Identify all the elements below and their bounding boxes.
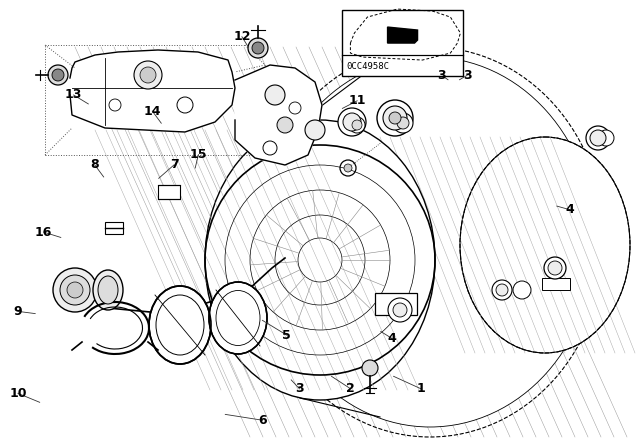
Circle shape [590, 130, 606, 146]
Ellipse shape [209, 282, 267, 354]
Text: 9: 9 [13, 305, 22, 318]
Circle shape [53, 268, 97, 312]
Circle shape [343, 113, 361, 131]
Text: 2: 2 [346, 382, 355, 396]
Bar [542, 278, 570, 290]
Circle shape [383, 106, 407, 130]
Circle shape [598, 130, 614, 146]
Text: 11: 11 [348, 94, 366, 108]
Text: 7: 7 [170, 158, 179, 172]
Circle shape [67, 282, 83, 298]
Circle shape [60, 275, 90, 305]
Text: 0CC4958C: 0CC4958C [346, 62, 389, 71]
Circle shape [389, 112, 401, 124]
Circle shape [140, 67, 156, 83]
Text: 15: 15 [189, 148, 207, 161]
Text: 10: 10 [9, 387, 27, 400]
Bar [375, 293, 417, 315]
Circle shape [492, 280, 512, 300]
Text: 3: 3 [437, 69, 446, 82]
Text: 8: 8 [90, 158, 99, 172]
Circle shape [393, 113, 413, 133]
Ellipse shape [98, 276, 118, 304]
Text: 4: 4 [387, 332, 396, 345]
Circle shape [248, 38, 268, 58]
Bar [105, 222, 123, 234]
Ellipse shape [460, 137, 630, 353]
Circle shape [349, 117, 365, 133]
Circle shape [265, 85, 285, 105]
Circle shape [48, 65, 68, 85]
Circle shape [393, 303, 407, 317]
Circle shape [134, 61, 162, 89]
Circle shape [338, 108, 366, 136]
Text: 1: 1 [417, 382, 426, 396]
Polygon shape [70, 50, 235, 132]
Circle shape [586, 126, 610, 150]
Circle shape [496, 284, 508, 296]
Text: 5: 5 [282, 328, 291, 342]
Circle shape [344, 164, 352, 172]
Ellipse shape [93, 270, 123, 310]
Text: 4: 4 [565, 203, 574, 216]
Polygon shape [235, 65, 322, 165]
Circle shape [388, 298, 412, 322]
Text: 12: 12 [233, 30, 251, 43]
Polygon shape [388, 27, 417, 43]
Circle shape [362, 360, 378, 376]
Circle shape [277, 117, 293, 133]
Circle shape [377, 100, 413, 136]
Text: 16: 16 [35, 225, 52, 239]
Bar [342, 10, 463, 76]
Ellipse shape [265, 57, 595, 427]
Circle shape [397, 117, 409, 129]
Text: 13: 13 [65, 88, 83, 102]
Circle shape [548, 261, 562, 275]
Text: 3: 3 [295, 382, 304, 396]
Circle shape [52, 69, 64, 81]
Circle shape [513, 281, 531, 299]
Text: 3: 3 [463, 69, 472, 82]
Bar [158, 185, 180, 199]
Circle shape [352, 120, 362, 130]
Text: 6: 6 [258, 414, 267, 427]
Circle shape [252, 42, 264, 54]
Ellipse shape [149, 286, 211, 364]
Text: 14: 14 [143, 104, 161, 118]
Circle shape [544, 257, 566, 279]
Ellipse shape [205, 120, 435, 400]
Circle shape [305, 120, 325, 140]
